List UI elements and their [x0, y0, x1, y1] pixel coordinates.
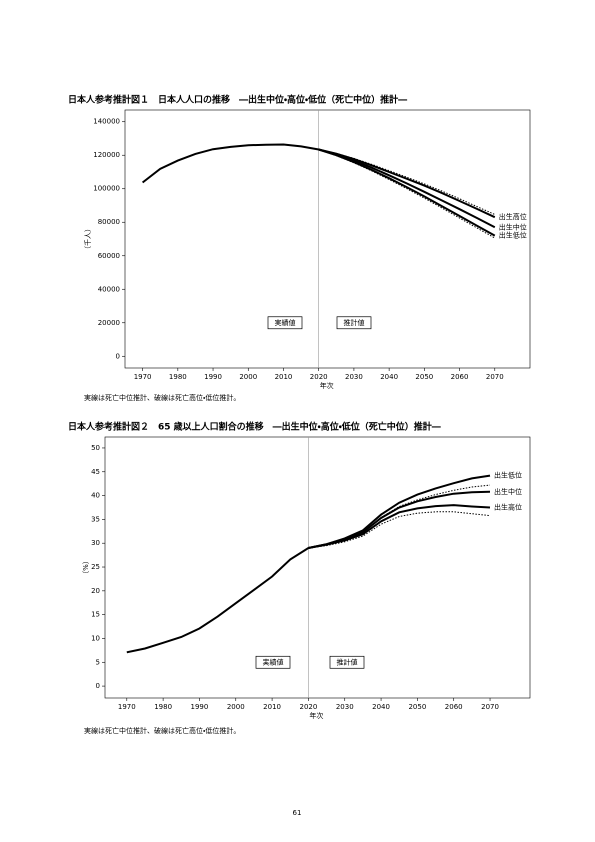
- x-tick-label: 1990: [191, 703, 209, 711]
- series-label: 出生中位: [494, 487, 522, 496]
- x-tick-label: 2020: [300, 703, 318, 711]
- series-line: [308, 504, 491, 549]
- y-tick-label: 140000: [93, 118, 120, 126]
- dashed-line: [308, 484, 491, 549]
- series-label: 出生低位: [499, 231, 527, 240]
- series-line: [126, 547, 309, 654]
- annotation: 推計値: [337, 657, 358, 666]
- dashed-line: [308, 511, 491, 549]
- x-tick-label: 2070: [481, 703, 499, 711]
- chart-note: 実線は死亡中位推計、破線は死亡高位・低位推計。: [84, 393, 240, 402]
- x-tick-label: 1970: [134, 373, 152, 381]
- y-axis-label: （%）: [82, 557, 90, 578]
- annotation-box: [267, 316, 303, 330]
- y-tick-label: 20000: [98, 319, 120, 327]
- annotation: 実績値: [263, 657, 284, 666]
- x-tick-label: 2020: [310, 373, 328, 381]
- x-axis-label: 年次: [309, 711, 323, 720]
- x-tick-label: 2060: [451, 373, 469, 381]
- y-tick-label: 60000: [98, 252, 120, 260]
- x-axis-label: 年次: [320, 381, 334, 390]
- x-tick-label: 1980: [169, 373, 187, 381]
- x-tick-label: 2050: [408, 703, 426, 711]
- chart-title: 日本人参考推計図１ 日本人人口の推移 ―出生中位・高位・低位（死亡中位）推計―: [68, 94, 407, 106]
- x-tick-label: 2000: [227, 703, 245, 711]
- page-number: 61: [293, 809, 302, 817]
- y-tick-label: 0: [116, 352, 120, 360]
- y-tick-label: 40: [91, 492, 100, 500]
- series-label: 出生高位: [499, 212, 527, 221]
- annotation-box: [336, 316, 372, 330]
- x-tick-label: 2040: [372, 703, 390, 711]
- y-tick-label: 15: [91, 611, 100, 619]
- x-tick-label: 2070: [486, 373, 504, 381]
- y-tick-label: 5: [96, 658, 100, 666]
- x-tick-label: 2030: [345, 373, 363, 381]
- y-tick-label: 40000: [98, 285, 120, 293]
- series-label: 出生高位: [494, 502, 522, 511]
- y-axis-label: （千人）: [83, 225, 92, 253]
- series-label: 出生中位: [499, 222, 527, 231]
- chart-note: 実線は死亡中位推計、破線は死亡高位・低位推計。: [84, 726, 240, 735]
- x-tick-label: 2050: [415, 373, 433, 381]
- y-tick-label: 10: [91, 634, 100, 642]
- x-tick-label: 2010: [263, 703, 281, 711]
- y-tick-label: 25: [91, 563, 100, 571]
- plot-frame: [104, 436, 531, 699]
- y-tick-label: 35: [91, 515, 100, 523]
- y-tick-label: 45: [91, 468, 100, 476]
- y-tick-label: 120000: [93, 151, 120, 159]
- y-tick-label: 100000: [93, 185, 120, 193]
- dashed-line: [318, 149, 496, 215]
- plot-frame: [124, 109, 531, 369]
- y-tick-label: 80000: [98, 218, 120, 226]
- x-tick-label: 2010: [275, 373, 293, 381]
- annotation-box: [329, 655, 365, 669]
- x-tick-label: 2060: [445, 703, 463, 711]
- annotation: 実績値: [275, 318, 296, 327]
- y-tick-label: 0: [96, 682, 100, 690]
- x-tick-label: 2000: [239, 373, 257, 381]
- y-tick-label: 20: [91, 587, 100, 595]
- series-line: [141, 143, 319, 184]
- x-tick-label: 1980: [154, 703, 172, 711]
- annotation: 推計値: [344, 318, 365, 327]
- x-tick-label: 1970: [118, 703, 136, 711]
- x-tick-label: 2030: [336, 703, 354, 711]
- annotation-box: [255, 655, 291, 669]
- series-label: 出生低位: [494, 471, 522, 480]
- series-line: [318, 148, 496, 237]
- x-tick-label: 1990: [204, 373, 222, 381]
- x-tick-label: 2040: [380, 373, 398, 381]
- dashed-line: [318, 149, 496, 239]
- series-line: [318, 148, 496, 219]
- y-tick-label: 50: [91, 444, 100, 452]
- series-line: [318, 148, 496, 229]
- chart-title: 日本人参考推計図２ 65 歳以上人口割合の推移 ―出生中位・高位・低位（死亡中位…: [68, 421, 441, 433]
- series-line: [308, 490, 491, 549]
- y-tick-label: 30: [91, 539, 100, 547]
